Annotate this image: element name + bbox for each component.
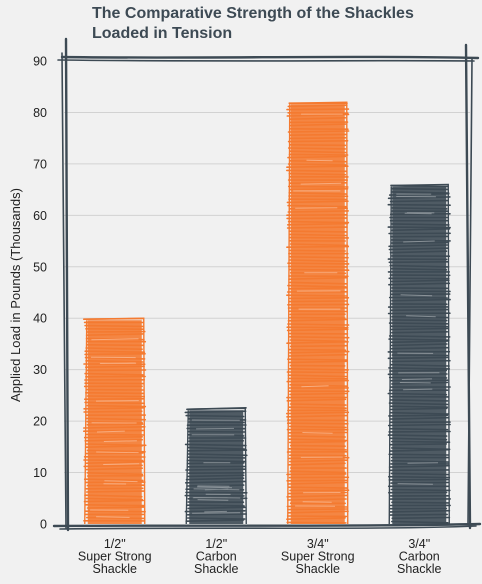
y-tick-label: 10: [33, 466, 47, 480]
y-tick-label: 50: [33, 260, 47, 274]
x-tick-label: 1/2" Carbon Shackle: [194, 537, 239, 576]
frame-stroke: [61, 52, 67, 529]
bar: [387, 183, 451, 525]
x-tick-label: 1/2" Super Strong Shackle: [78, 537, 152, 576]
x-tick-label: 3/4" Super Strong Shackle: [281, 537, 355, 576]
bar: [286, 101, 350, 525]
chart-title-line-1: The Comparative Strength of the Shackles: [92, 5, 414, 22]
frame-stroke: [60, 55, 480, 60]
y-tick-label: 40: [33, 312, 47, 326]
y-tick-label: 30: [33, 363, 47, 377]
chart-title-line-2: Loaded in Tension: [92, 25, 232, 42]
y-tick-label: 90: [33, 55, 47, 69]
bars: [83, 101, 451, 525]
y-tick-label: 80: [33, 106, 47, 120]
y-tick-label: 0: [40, 518, 47, 532]
x-axis-ticks: 1/2" Super Strong Shackle 1/2" Carbon Shackle…: [78, 537, 442, 576]
frame-stroke: [57, 59, 475, 62]
x-tick-label: 3/4" Carbon Shackle: [397, 537, 442, 576]
bar: [83, 317, 147, 525]
y-tick-label: 60: [33, 209, 47, 223]
frame-stroke: [59, 525, 477, 530]
y-tick-label: 70: [33, 157, 47, 171]
bar: [184, 407, 248, 525]
frame-stroke: [64, 37, 70, 532]
y-tick-label: 20: [33, 415, 47, 429]
y-axis-label: Applied Load in Pounds (Thousands): [8, 188, 23, 402]
chart-frame: [52, 37, 482, 532]
frame-stroke: [52, 522, 482, 528]
frame-stroke: [467, 58, 473, 525]
y-axis-ticks: 0 10 20 30 40 50 60 70 80 90: [33, 55, 47, 532]
